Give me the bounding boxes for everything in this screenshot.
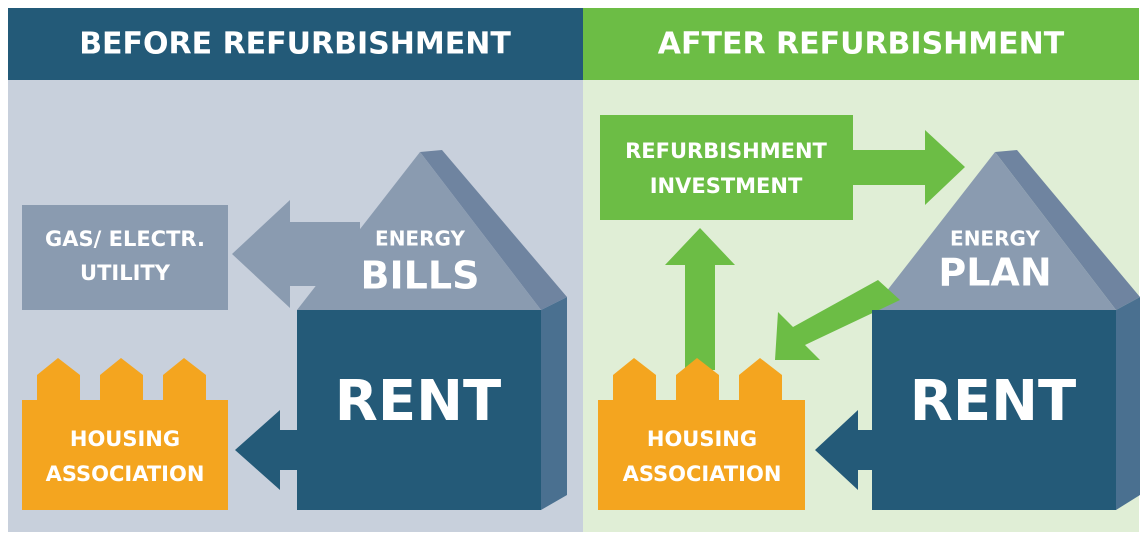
utility-box — [22, 205, 228, 310]
association-label: HOUSING — [70, 427, 180, 451]
after-header: AFTER REFURBISHMENT — [658, 27, 1065, 62]
utility-label: GAS/ ELECTR. — [45, 227, 205, 251]
investment-label: INVESTMENT — [650, 174, 803, 198]
association-label: ASSOCIATION — [46, 462, 205, 486]
roof-label: PLAN — [938, 251, 1051, 295]
diagram: BEFORE REFURBISHMENT AFTER REFURBISHMENT… — [0, 0, 1142, 534]
house-side — [541, 297, 567, 510]
investment-label: REFURBISHMENT — [625, 139, 827, 163]
investment-box — [600, 115, 853, 220]
house-label: RENT — [335, 369, 501, 434]
house-side — [1116, 297, 1140, 510]
before-header: BEFORE REFURBISHMENT — [79, 27, 511, 62]
roof-label: ENERGY — [375, 227, 465, 251]
association-label: ASSOCIATION — [623, 462, 782, 486]
roof-label: BILLS — [361, 254, 480, 298]
association-label: HOUSING — [647, 427, 757, 451]
utility-label: UTILITY — [80, 261, 171, 285]
house-label: RENT — [910, 369, 1076, 434]
roof-label: ENERGY — [950, 227, 1040, 251]
